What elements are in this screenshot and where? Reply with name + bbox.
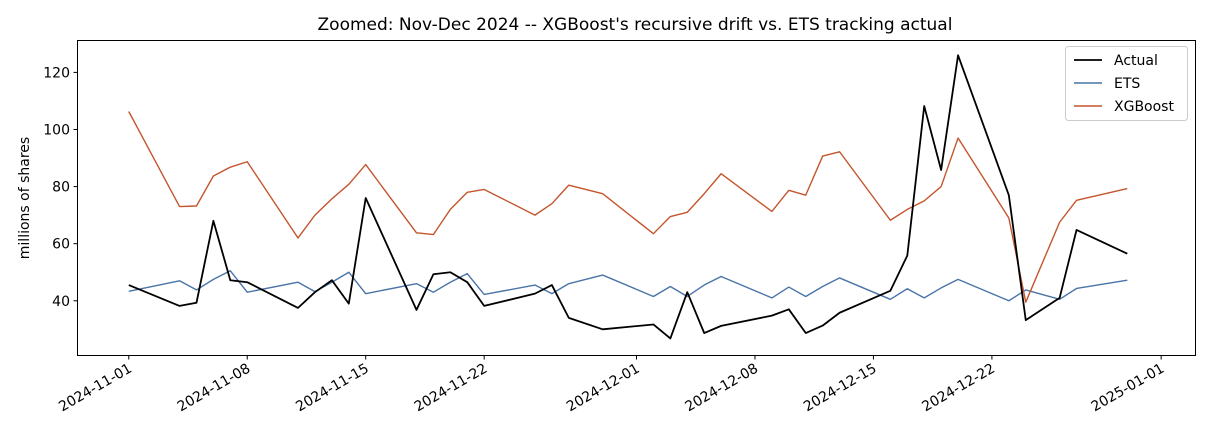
x-tick-label: 2024-11-08 — [175, 361, 253, 416]
legend-frame — [1065, 46, 1188, 121]
plot-lines — [128, 54, 1128, 340]
y-tick-label: 60 — [52, 237, 70, 253]
y-tick-label: 100 — [43, 122, 70, 138]
legend-label: Actual — [1114, 53, 1158, 69]
series-line-actual — [128, 54, 1128, 340]
y-tick-label: 80 — [52, 180, 70, 196]
y-tick-label: 120 — [43, 65, 70, 81]
x-tick-label: 2024-11-01 — [56, 361, 134, 416]
y-axis: 40 60 80 100 120 — [43, 65, 78, 310]
x-tick-label: 2024-12-01 — [564, 361, 642, 416]
x-tick-label: 2024-11-22 — [412, 361, 490, 416]
legend: Actual ETS XGBoost — [1065, 46, 1188, 121]
plot-frame — [77, 40, 1196, 356]
x-tick-label: 2024-12-22 — [919, 361, 997, 416]
y-tick-label: 40 — [52, 294, 70, 310]
series-line-xgboost — [128, 111, 1128, 303]
x-tick-label: 2025-01-01 — [1089, 361, 1167, 416]
x-tick-label: 2024-11-15 — [293, 361, 371, 416]
x-axis: 2024-11-01 2024-11-08 2024-11-15 2024-11-22… — [56, 355, 1167, 415]
x-tick-label: 2024-12-08 — [682, 361, 760, 416]
series-line-ets — [128, 270, 1128, 302]
x-tick-label: 2024-12-15 — [801, 361, 879, 416]
legend-label: XGBoost — [1114, 99, 1174, 115]
y-axis-title: millions of shares — [17, 137, 33, 259]
legend-label: ETS — [1114, 76, 1140, 92]
chart-title: Zoomed: Nov-Dec 2024 -- XGBoost's recurs… — [318, 15, 953, 35]
